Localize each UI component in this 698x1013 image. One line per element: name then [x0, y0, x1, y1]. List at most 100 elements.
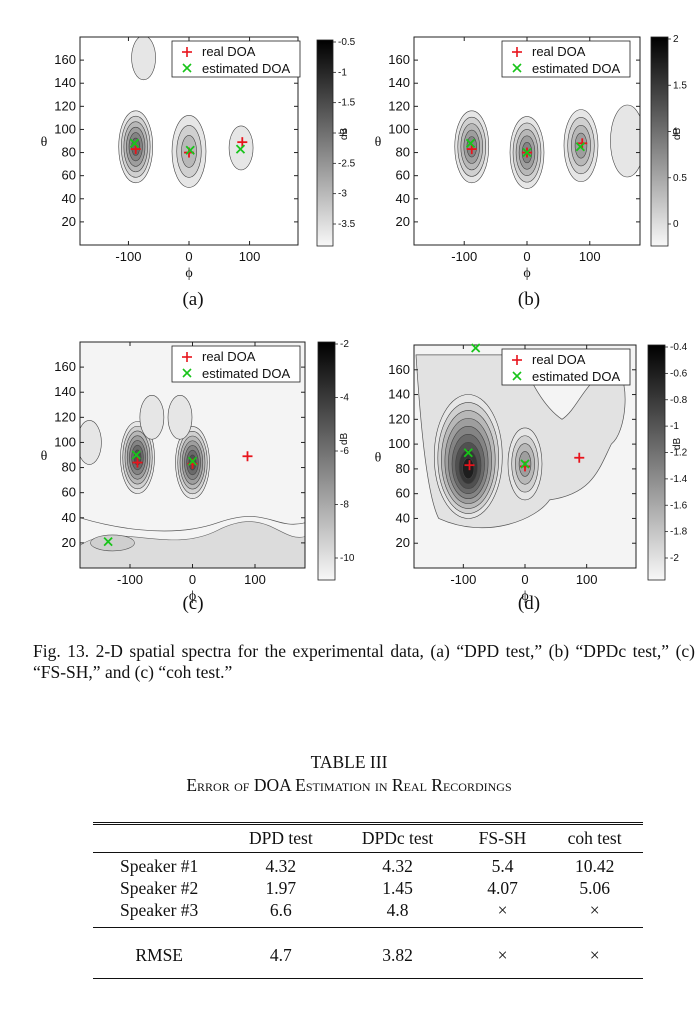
x-tick-label: 0: [523, 249, 530, 264]
colorbar-tick-label: 1.5: [673, 80, 687, 91]
colorbar-tick-label: 0.5: [673, 173, 687, 184]
contour-panel: -100 0 100 20 40 60 80 100 120 140 160 ϕ θ real DOA es…: [41, 36, 356, 310]
legend-label: real DOA: [532, 44, 586, 59]
y-tick-label: 140: [54, 75, 76, 90]
row-label: Speaker #3: [120, 900, 199, 920]
row-label: RMSE: [93, 927, 226, 979]
row-label: Speaker #1: [120, 856, 199, 876]
colorbar-tick-label: 2: [673, 34, 679, 45]
doa-error-table: DPD test DPDc test FS-SH coh test Speake…: [93, 822, 643, 979]
legend-real-marker: [182, 352, 192, 362]
contour-level: [80, 420, 102, 465]
y-tick-label: 160: [54, 359, 76, 374]
legend-box: [501, 348, 631, 386]
figure-caption: Fig. 13. 2-D spatial spectra for the exp…: [33, 641, 695, 682]
subfigure-label: (b): [518, 289, 540, 310]
table-cell: 1.97: [265, 878, 297, 898]
rmse-row: RMSE 4.7 3.82 × ×: [93, 927, 643, 979]
estimated-doa-marker: [129, 138, 140, 148]
y-tick-label: 40: [396, 191, 410, 206]
y-tick-label: 100: [388, 436, 410, 451]
x-tick-label: 0: [185, 249, 192, 264]
colorbar-tick-label: -1.4: [670, 474, 688, 485]
header-cell: DPD test: [225, 822, 337, 853]
colorbar-tick-label: -2.5: [338, 158, 356, 169]
contour-level: [131, 37, 156, 81]
legend-real-marker: [512, 47, 522, 57]
contour-panel: -100 0 100 20 40 60 80 100 120 140 160 ϕ θ real DOA es…: [41, 339, 355, 614]
header-cell: DPDc test: [336, 822, 459, 853]
colorbar-tick-label: 0: [673, 219, 679, 230]
table-cell: 4.32: [382, 856, 413, 876]
legend-label: estimated DOA: [202, 61, 290, 76]
x-axis-label: ϕ: [521, 589, 528, 604]
legend-real-marker: [182, 47, 192, 57]
low-region: [90, 534, 135, 552]
colorbar-tick-label: -1: [670, 421, 679, 432]
y-axis-label: θ: [375, 135, 382, 150]
header-cell: [93, 822, 226, 853]
y-tick-label: 60: [62, 485, 76, 500]
y-tick-label: 140: [388, 387, 410, 402]
estimated-doa-marker: [187, 456, 198, 466]
row-label: Speaker #2: [120, 878, 199, 898]
y-tick-label: 120: [388, 98, 410, 113]
estimated-doa-marker: [522, 147, 532, 158]
legend-label: real DOA: [532, 352, 586, 367]
x-tick-label: -100: [451, 249, 477, 264]
x-tick-label: 100: [576, 572, 598, 587]
colorbar: [316, 39, 334, 247]
real-doa-marker: [577, 138, 588, 149]
x-tick-label: -100: [450, 572, 476, 587]
estimated-doa-marker: [520, 459, 530, 469]
table-cell: 10.42: [574, 856, 615, 876]
colorbar-label: dB: [339, 127, 350, 140]
colorbar-tick-label: -6: [340, 446, 349, 457]
y-tick-label: 140: [388, 75, 410, 90]
table-subtitle: Error of DOA Estimation in Real Recordin…: [186, 775, 512, 795]
y-tick-label: 100: [54, 434, 76, 449]
estimated-doa-marker: [471, 343, 481, 353]
real-doa-marker: [464, 460, 475, 471]
y-tick-label: 120: [54, 409, 76, 424]
y-tick-label: 60: [396, 168, 410, 183]
table-cell: 5.4: [491, 856, 514, 876]
table-cell: 3.82: [336, 927, 459, 979]
table-cell: 4.07: [487, 878, 518, 898]
legend-box: [501, 40, 631, 78]
table-cell: ×: [497, 900, 508, 920]
y-tick-label: 100: [54, 121, 76, 136]
colorbar-label: dB: [672, 127, 683, 140]
y-axis-label: θ: [375, 451, 382, 466]
y-tick-label: 40: [396, 510, 410, 525]
contour-level: [610, 104, 640, 178]
y-tick-label: 100: [388, 121, 410, 136]
y-tick-label: 40: [62, 510, 76, 525]
figure-13: -100 0 100 20 40 60 80 100 120 140 160 ϕ θ real DOA es…: [41, 34, 688, 614]
table-cell: 6.6: [269, 900, 292, 920]
estimated-doa-marker: [465, 138, 476, 148]
x-tick-label: 100: [579, 249, 601, 264]
table-cell: 5.06: [579, 878, 610, 898]
y-tick-label: 20: [62, 535, 76, 550]
legend-box: [171, 345, 301, 383]
real-doa-marker: [242, 451, 253, 462]
colorbar: [647, 344, 666, 581]
colorbar: [317, 341, 336, 581]
x-tick-label: -100: [117, 572, 143, 587]
legend-estimated-marker: [512, 371, 522, 381]
table-row: Speaker #1 4.32 4.32 5.4 10.42: [93, 853, 643, 878]
colorbar-tick-label: 1: [673, 127, 679, 138]
colorbar-tick-label: -8: [340, 500, 349, 511]
legend-real-marker: [512, 355, 522, 365]
colorbar-tick-label: -1.6: [670, 500, 688, 511]
x-tick-label: -100: [115, 249, 141, 264]
legend-label: estimated DOA: [532, 61, 620, 76]
contour-level: [462, 457, 475, 480]
estimated-doa-marker: [575, 142, 585, 152]
y-tick-label: 40: [62, 191, 76, 206]
legend-box: [171, 40, 301, 78]
estimated-doa-marker: [235, 144, 246, 154]
colorbar-tick-label: -4: [340, 393, 349, 404]
table-cell: ×: [546, 927, 643, 979]
